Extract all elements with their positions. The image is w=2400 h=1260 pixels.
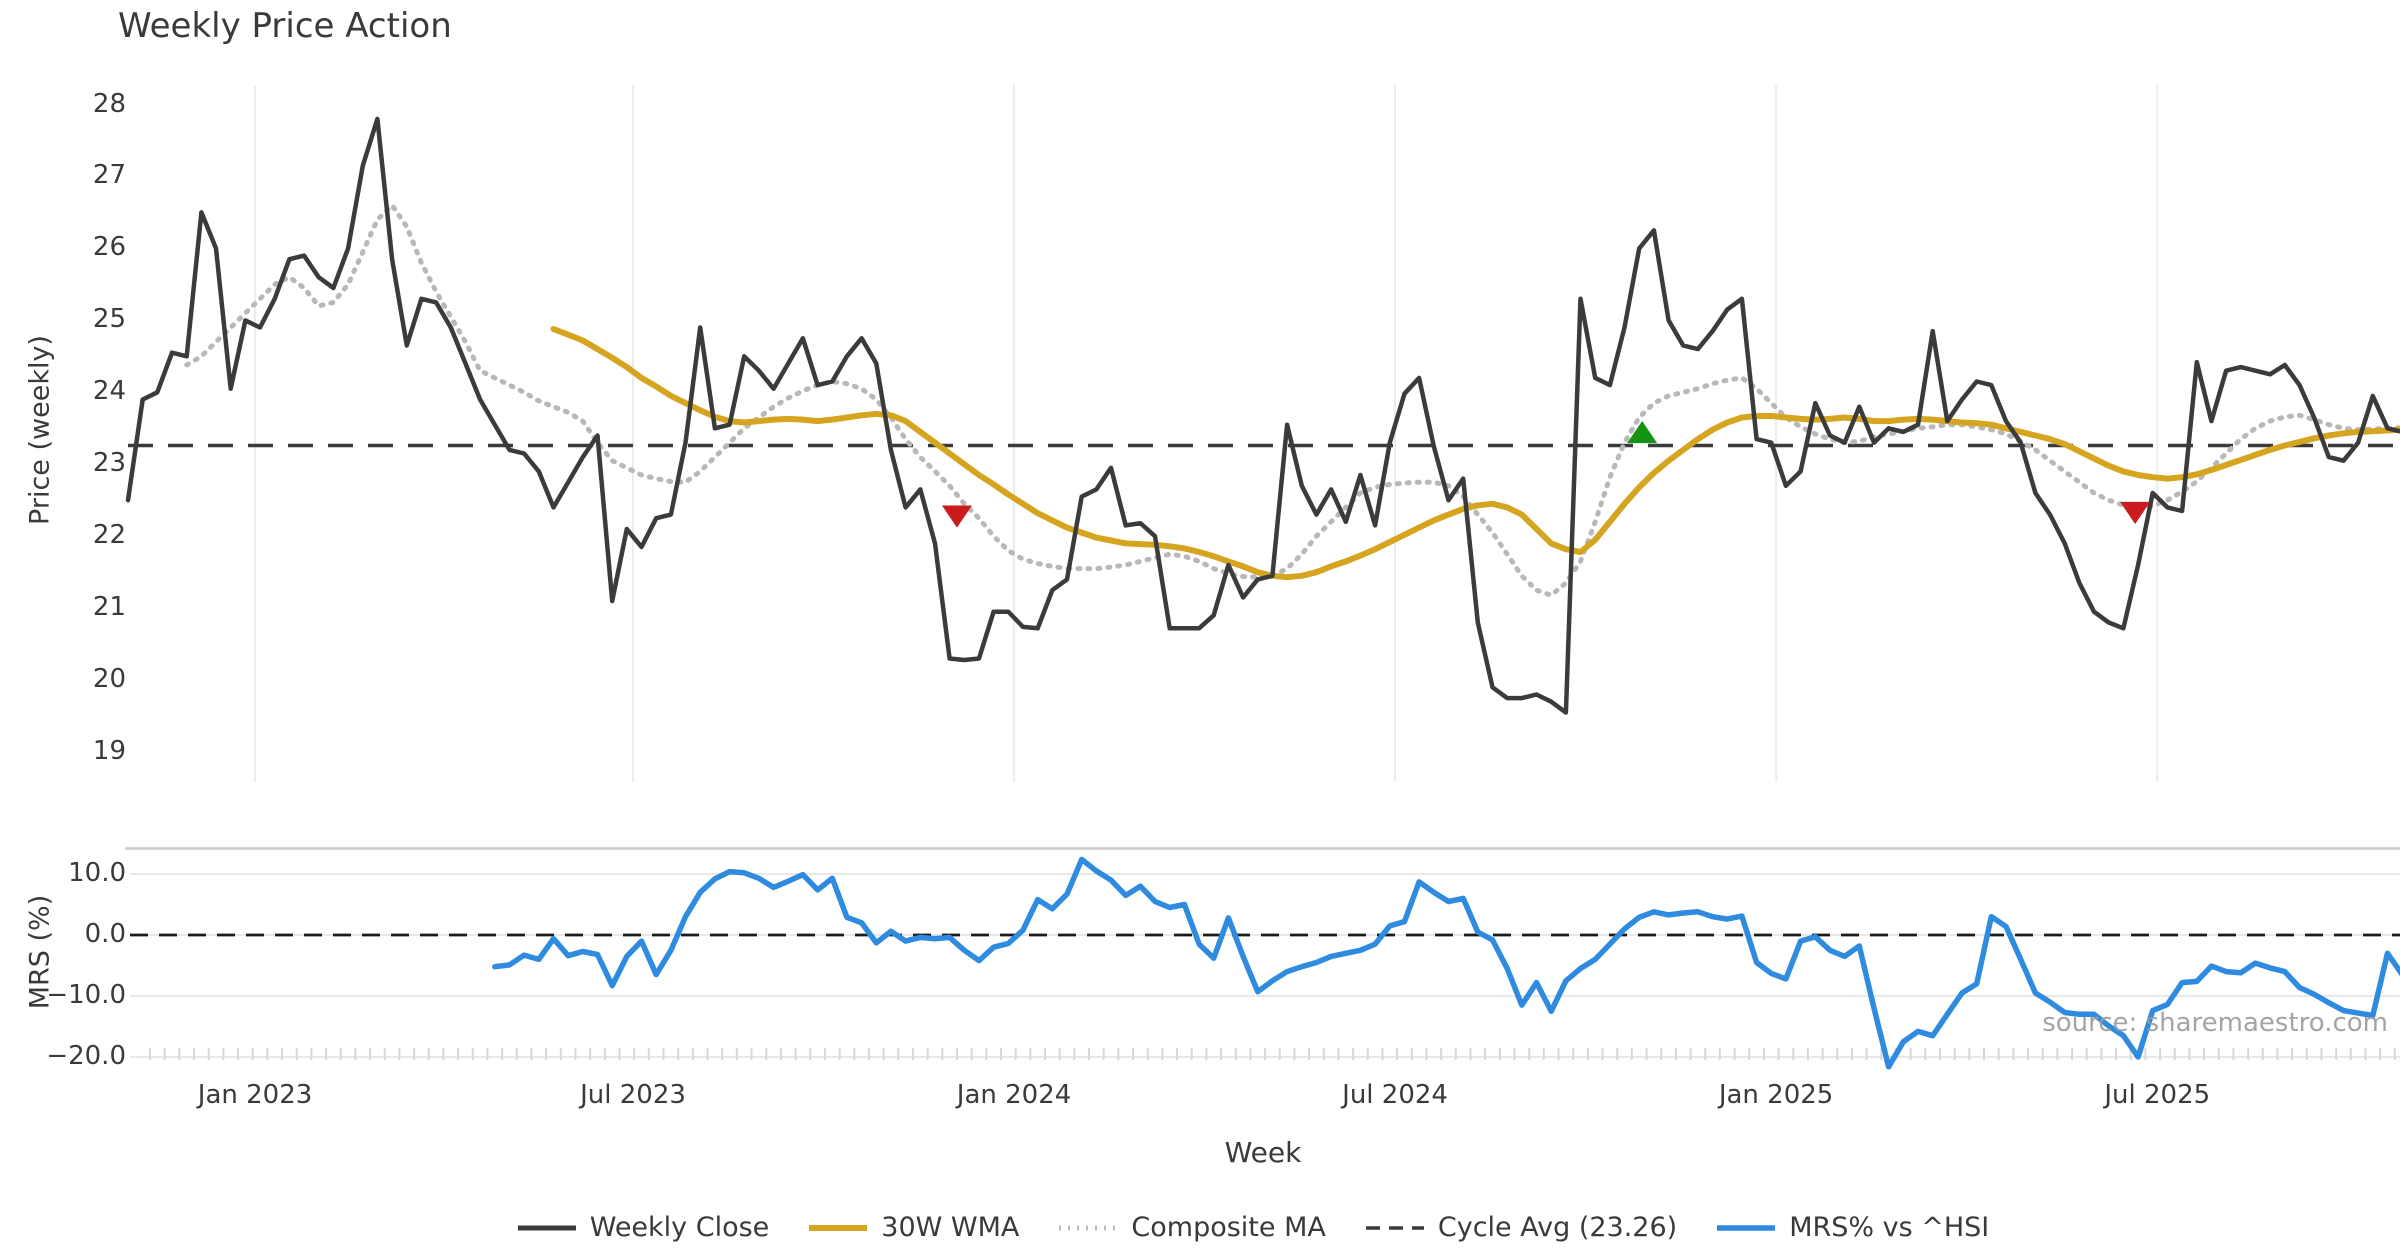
legend-label: 30W WMA (881, 1212, 1020, 1243)
sell-signal-icon (2120, 501, 2151, 525)
price-ytick: 21 (92, 592, 126, 623)
price-ytick: 27 (92, 160, 126, 191)
mrs-line (492, 856, 2400, 1070)
legend-swatch-cycle-icon (1365, 1225, 1424, 1230)
price-ytick: 26 (92, 232, 126, 263)
buy-signal-icon (1627, 421, 1658, 444)
wma-line (550, 326, 2400, 581)
mrs-ytick: −20.0 (46, 1041, 126, 1071)
legend-item-close: Weekly Close (516, 1212, 770, 1243)
price-ytick-labels: 28 27 26 25 24 23 22 21 20 19 (0, 0, 126, 1260)
legend-label: Cycle Avg (23.26) (1437, 1212, 1678, 1243)
mrs-ytick: 0.0 (84, 919, 126, 949)
x-tick: Jan 2025 (1718, 1080, 1834, 1110)
legend-item-cycle: Cycle Avg (23.26) (1364, 1212, 1677, 1243)
legend-item-composite: Composite MA (1057, 1212, 1326, 1243)
price-ytick: 23 (92, 448, 126, 479)
price-ytick: 28 (92, 88, 126, 119)
legend: Weekly Close 30W WMA Composite MA Cycle Avg… (0, 1212, 2400, 1243)
price-ytick: 20 (92, 664, 126, 695)
legend-swatch-composite-icon (1059, 1225, 1118, 1230)
x-tick: Jan 2023 (197, 1080, 313, 1110)
legend-label: Weekly Close (589, 1212, 770, 1243)
composite-ma-line (184, 202, 2400, 598)
price-ytick: 24 (92, 376, 126, 407)
sell-signal-icon (941, 505, 972, 528)
x-tick: Jul 2025 (2104, 1080, 2211, 1110)
page-title: Weekly Price Action (118, 6, 452, 46)
legend-item-wma: 30W WMA (807, 1212, 1019, 1243)
legend-item-mrs: MRS% vs ^HSI (1715, 1212, 1989, 1243)
price-ytick: 22 (92, 520, 126, 551)
weekly-close-line (125, 116, 2400, 715)
x-axis-label: Week (1224, 1136, 1302, 1169)
price-ytick: 19 (92, 736, 126, 767)
x-tick: Jul 2023 (580, 1080, 686, 1110)
price-ytick: 25 (92, 304, 126, 335)
mrs-ytick: −10.0 (46, 980, 126, 1010)
source-credit: source: sharemaestro.com (2042, 1008, 2388, 1038)
x-tick: Jul 2024 (1342, 1080, 1448, 1110)
legend-swatch-mrs-icon (1717, 1224, 1776, 1231)
mrs-ytick-labels: 10.0 0.0 −10.0 −20.0 (0, 0, 126, 1260)
legend-label: Composite MA (1131, 1212, 1326, 1243)
legend-label: MRS% vs ^HSI (1789, 1212, 1990, 1243)
mrs-ytick: 10.0 (68, 858, 126, 888)
legend-swatch-close-icon (517, 1225, 576, 1230)
x-tick: Jan 2024 (956, 1080, 1072, 1110)
legend-swatch-wma-icon (809, 1224, 868, 1231)
